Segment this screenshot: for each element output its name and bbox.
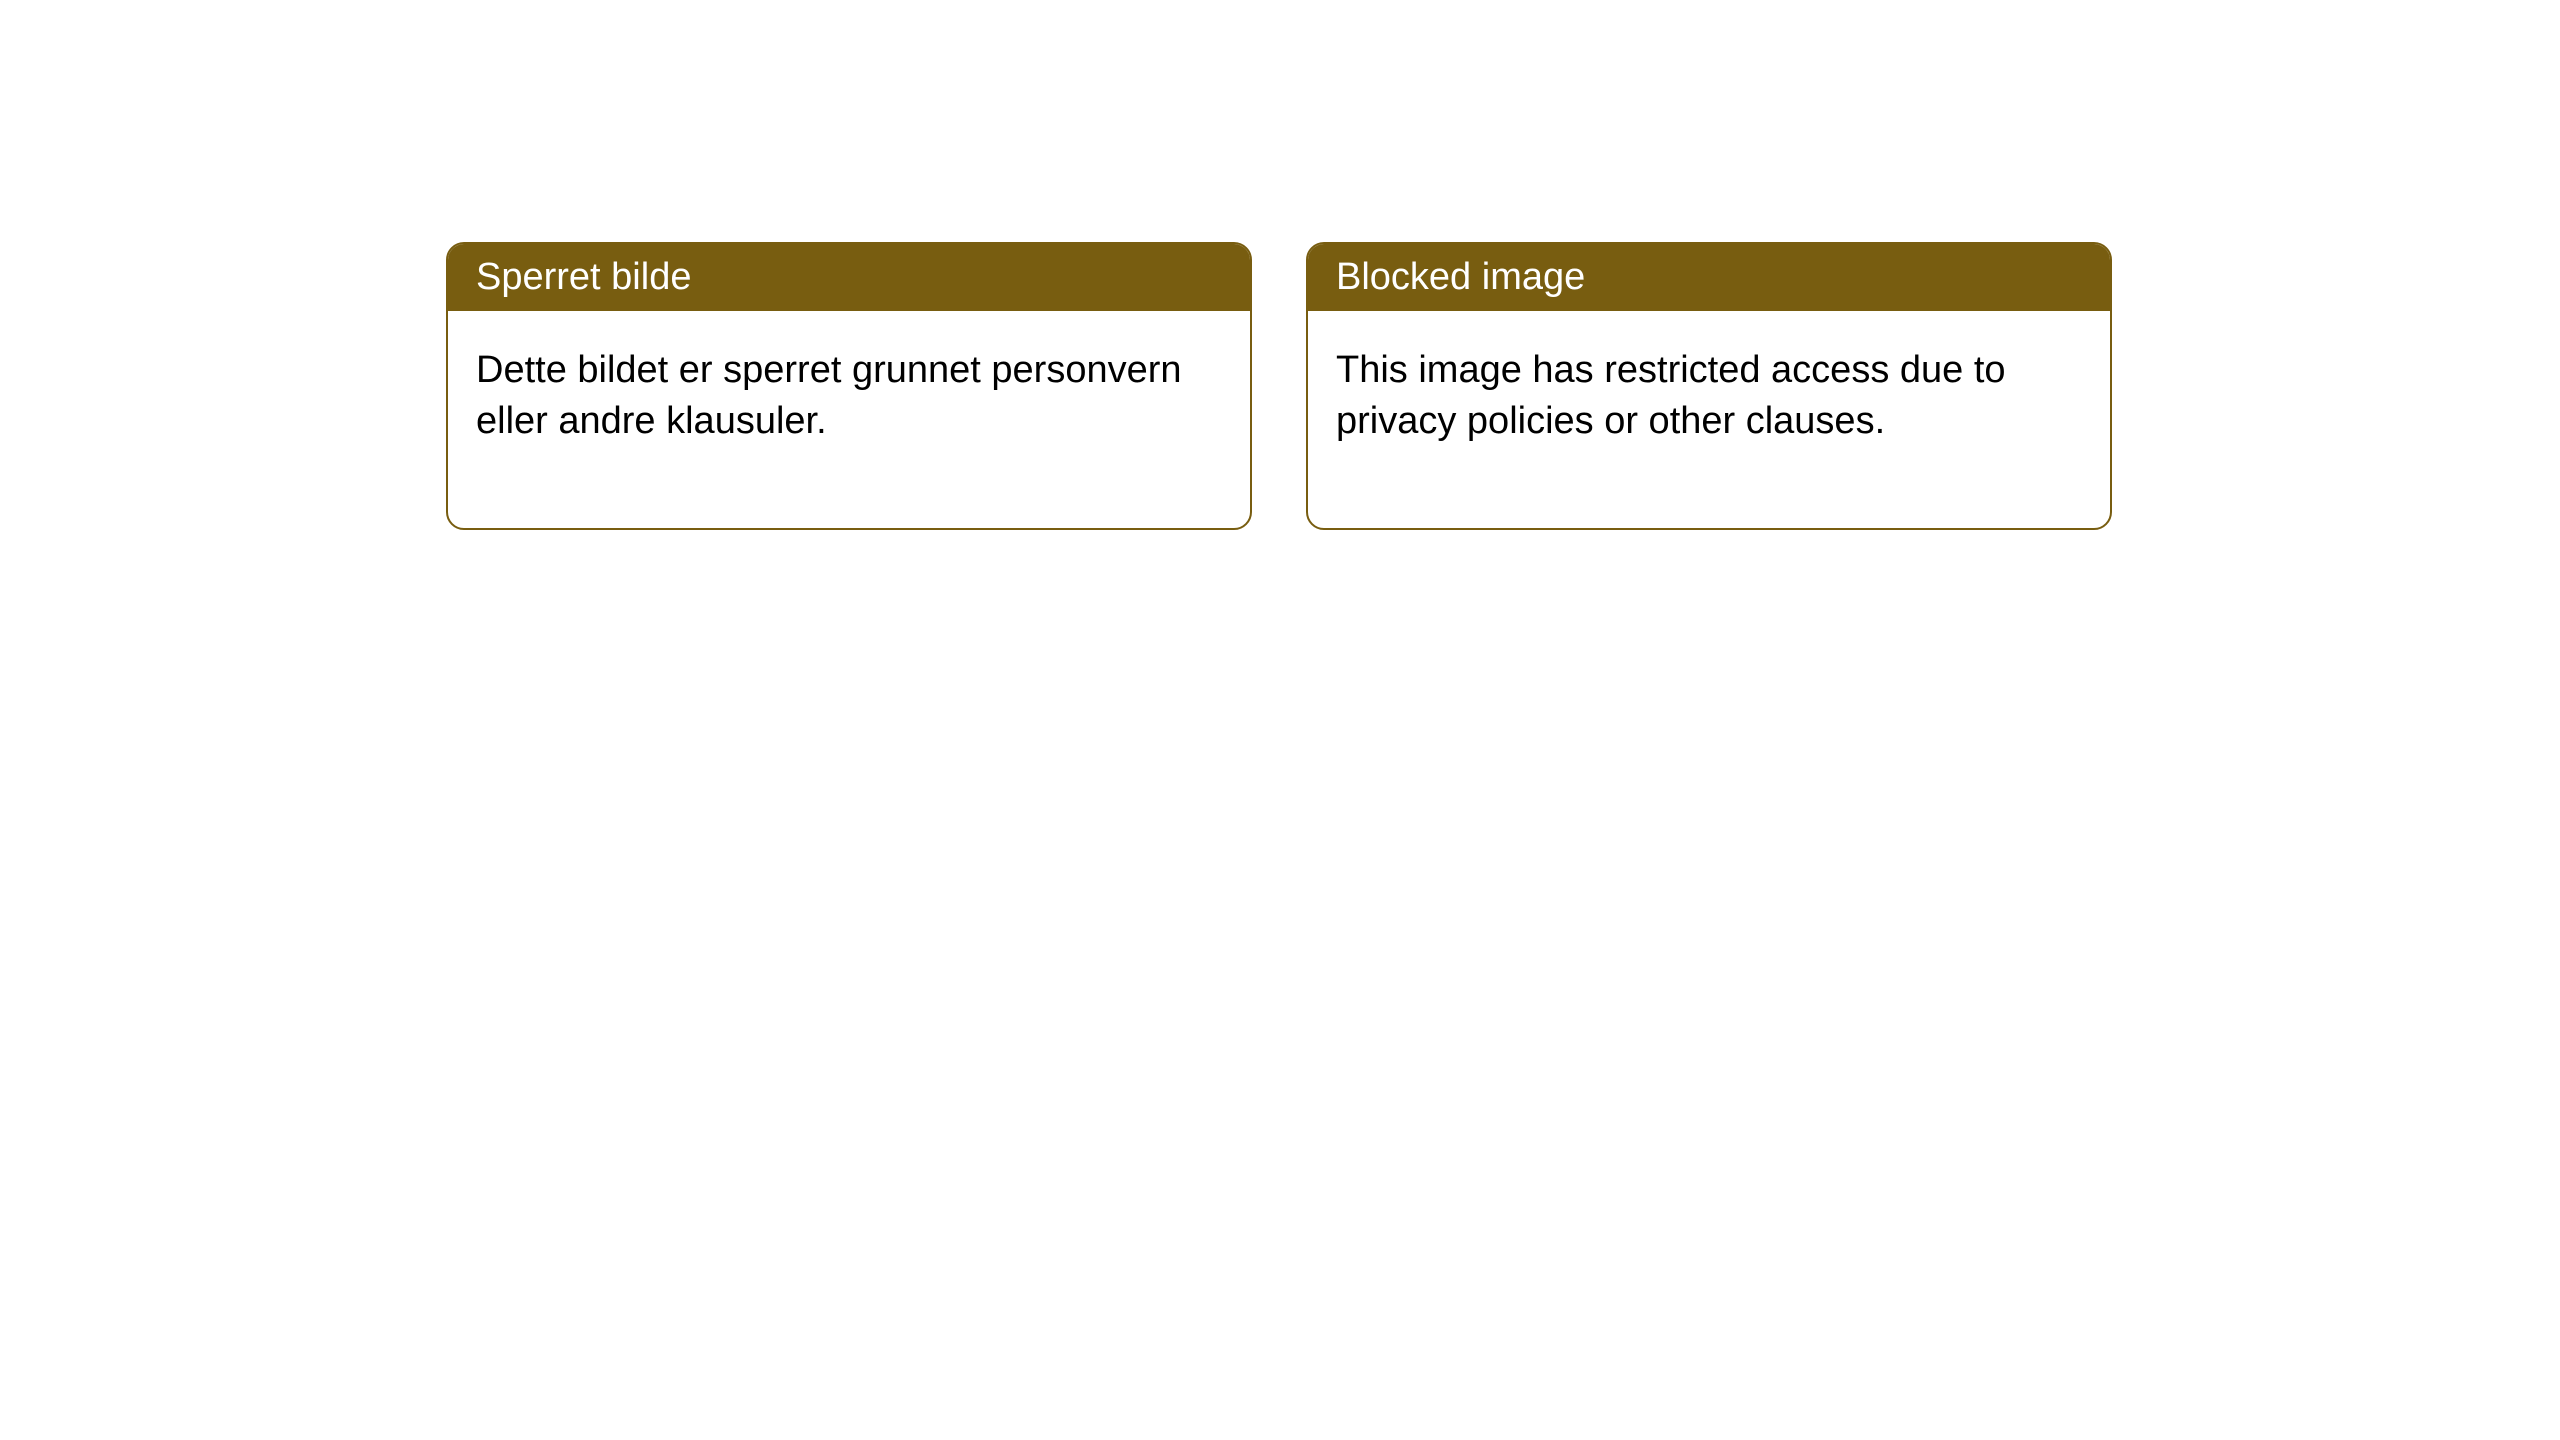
notice-card-body-text: Dette bildet er sperret grunnet personve…	[476, 349, 1182, 442]
notice-card-english: Blocked image This image has restricted …	[1306, 242, 2112, 530]
notice-card-body: Dette bildet er sperret grunnet personve…	[448, 311, 1250, 528]
notice-card-body: This image has restricted access due to …	[1308, 311, 2110, 528]
notice-card-title: Sperret bilde	[476, 256, 691, 298]
notice-card-title: Blocked image	[1336, 256, 1585, 298]
notice-card-body-text: This image has restricted access due to …	[1336, 349, 2006, 442]
notice-cards-container: Sperret bilde Dette bildet er sperret gr…	[0, 0, 2560, 530]
notice-card-norwegian: Sperret bilde Dette bildet er sperret gr…	[446, 242, 1252, 530]
notice-card-header: Sperret bilde	[448, 244, 1250, 311]
notice-card-header: Blocked image	[1308, 244, 2110, 311]
